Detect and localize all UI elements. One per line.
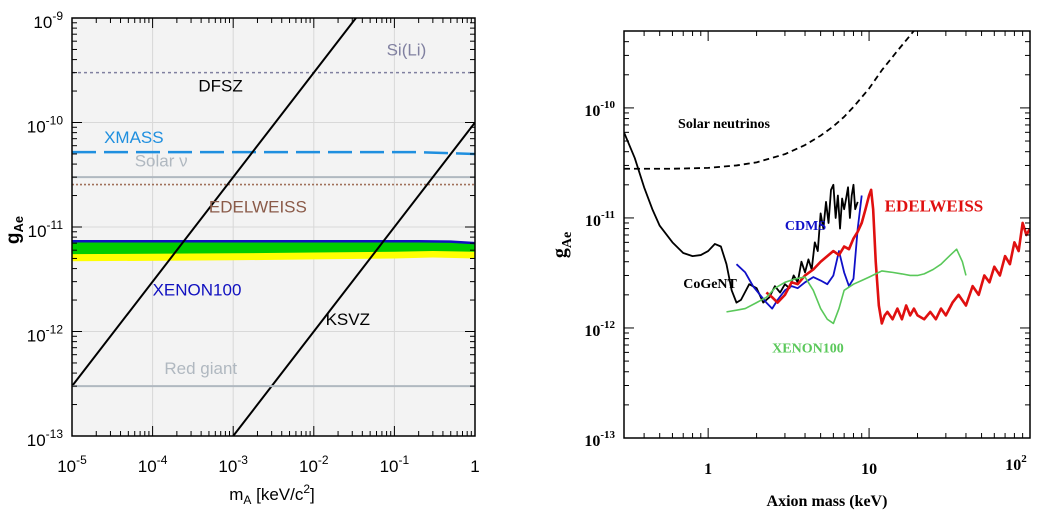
left-series-xmass-line (72, 150, 475, 156)
left-y-tick-label: 10-10 (27, 114, 64, 137)
right-x-tick-base: 10 (1005, 457, 1021, 474)
right-series-solar-neutrinos-label: Solar neutrinos (678, 117, 770, 132)
right-x-tick-label: 102 (1005, 453, 1027, 474)
right-series-xenon100-line (726, 248, 967, 325)
left-series-xmass-label: XMASS (104, 128, 164, 147)
left-series-group (72, 18, 475, 436)
left-series-ksvz-label: KSVZ (326, 310, 370, 329)
right-y-tick-base: 10 (584, 433, 600, 450)
right-y-tick-label: 10-13 (584, 429, 615, 450)
right-y-tick-label: 10-10 (584, 99, 615, 120)
right-y-axis-title: gAe (549, 232, 575, 258)
right-series-labels: Solar neutrinos CoGeNT CDMS EDELWEISS XENON1… (678, 117, 983, 357)
left-series-red-giant-label: Red giant (164, 359, 237, 378)
right-ylabel-main: g (549, 248, 571, 258)
left-y-tick-exp: -13 (46, 427, 64, 441)
left-x-tick-exp: -5 (76, 453, 87, 467)
left-series-labels: Si(Li) XMASS Solar ν EDELWEISS XENON100 DFSZ K… (104, 40, 426, 378)
right-x-tick-base: 10 (861, 461, 877, 478)
left-x-tick-exp: -3 (237, 453, 248, 467)
left-y-axis-title: gAe (3, 216, 26, 244)
left-y-tick-base: 10 (28, 222, 47, 241)
left-x-tick-base: 10 (218, 457, 237, 476)
left-series-xenon100-line (72, 240, 475, 245)
right-y-tick-base: 10 (585, 213, 601, 230)
xenon100-band-inner (72, 241, 475, 255)
left-series-dfsz-line (72, 18, 358, 387)
left-series-si-li-label: Si(Li) (387, 40, 427, 59)
right-plot-area (624, 31, 1030, 438)
left-ylabel-sub: Ae (11, 216, 26, 233)
left-xlabel-units: [keV/c (251, 485, 303, 504)
left-x-tick-label: 10-3 (218, 453, 248, 476)
left-series-edelweiss-label: EDELWEISS (209, 197, 307, 216)
left-x-tick-exp: -2 (318, 453, 329, 467)
right-series-solar-neutrinos-line (624, 31, 915, 170)
right-series-cogent-label: CoGeNT (683, 277, 737, 292)
left-series-ksvz-line (232, 121, 475, 436)
right-series-group (624, 31, 1030, 325)
right-y-tick-exp: -11 (601, 209, 615, 221)
right-x-axis-title: Axion mass (keV) (767, 493, 888, 510)
left-chart: Si(Li) XMASS Solar ν EDELWEISS XENON100 DFSZ K… (3, 9, 480, 507)
left-x-tick-label: 10-4 (138, 453, 168, 476)
left-y-tick-label: 10-12 (27, 323, 64, 346)
right-x-tick-label: 1 (704, 461, 712, 478)
left-series-xenon100-label: XENON100 (153, 281, 242, 300)
left-y-tick-exp: -9 (52, 9, 63, 23)
left-series-solar-label: Solar ν (135, 151, 188, 170)
right-series-edelweiss-label: EDELWEISS (885, 197, 984, 216)
left-y-tick-label: 10-9 (33, 9, 63, 32)
left-xlabel-sub: A (243, 493, 251, 507)
right-x-tick-base: 1 (704, 461, 712, 478)
left-x-tick-label: 10-2 (299, 453, 329, 476)
left-x-tick-base: 10 (57, 457, 76, 476)
left-x-axis-title: mA [keV/c2] (229, 482, 315, 507)
right-y-tick-base: 10 (584, 323, 600, 340)
right-y-tick-exp: -12 (600, 319, 615, 331)
right-series-edelweiss-line (765, 188, 1030, 325)
left-y-tick-label: 10-13 (27, 427, 64, 450)
left-y-tick-base: 10 (27, 327, 46, 346)
right-series-cdms-label: CDMS (785, 219, 826, 234)
left-x-tick-label: 1 (470, 457, 479, 476)
left-y-tick-base: 10 (27, 431, 46, 450)
left-xlabel-main: m (229, 485, 243, 504)
left-y-tick-label: 10-11 (28, 218, 64, 241)
right-x-tick-label: 10 (861, 461, 877, 478)
left-series-dfsz-label: DFSZ (198, 76, 242, 95)
right-y-tick-label: 10-11 (585, 209, 615, 230)
left-ylabel-main: g (3, 233, 24, 245)
left-x-tick-exp: -4 (157, 453, 168, 467)
left-x-tick-base: 10 (299, 457, 318, 476)
left-x-tick-base: 1 (470, 457, 479, 476)
left-y-tick-exp: -10 (46, 114, 64, 128)
right-y-tick-exp: -10 (600, 99, 615, 111)
left-y-tick-exp: -11 (47, 218, 64, 232)
left-y-tick-base: 10 (33, 13, 52, 32)
right-y-tick-label: 10-12 (584, 319, 615, 340)
left-x-tick-base: 10 (138, 457, 157, 476)
right-series-xenon100-label: XENON100 (772, 341, 844, 356)
right-chart: Solar neutrinos CoGeNT CDMS EDELWEISS XENON1… (549, 30, 1031, 510)
left-xlabel-units-sup: 2 (303, 482, 310, 496)
left-xlabel-units-end: ] (310, 485, 315, 504)
left-x-tick-label: 10-1 (380, 453, 410, 476)
left-x-tick-exp: -1 (399, 453, 410, 467)
right-x-tick-exp: 2 (1021, 453, 1027, 465)
right-y-tick-exp: -13 (600, 429, 615, 441)
left-y-tick-base: 10 (27, 118, 46, 137)
right-y-tick-base: 10 (584, 103, 600, 120)
right-series-cdms-line (735, 195, 863, 310)
left-x-tick-base: 10 (380, 457, 399, 476)
left-y-tick-exp: -12 (46, 323, 64, 337)
left-x-tick-label: 10-5 (57, 453, 87, 476)
left-axis-ticks: 10-5 10-4 10-3 10-2 10-1 110-910-1010-1110-12… (27, 9, 480, 476)
right-ylabel-sub: Ae (560, 232, 575, 248)
